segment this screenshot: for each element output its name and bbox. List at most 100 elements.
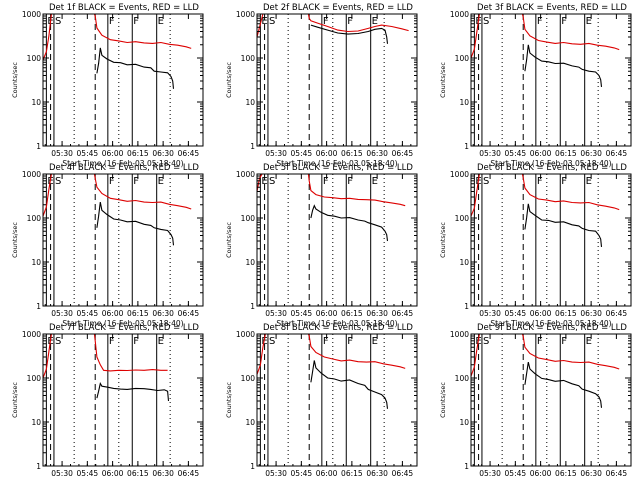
events-trace (524, 203, 603, 247)
y-tick-label: 1000 (22, 170, 41, 179)
x-axis-label: Start Time (16-Feb-03 05:18:40) (62, 159, 183, 168)
events-trace (96, 201, 175, 246)
y-axis-label: Counts/sec (11, 222, 19, 258)
x-tick-label: 05:45 (291, 469, 313, 478)
x-tick-label: 06:45 (606, 149, 628, 158)
lld-trace (257, 14, 409, 38)
x-tick-label: 06:45 (392, 149, 414, 158)
x-tick-label: 06:30 (580, 469, 602, 478)
x-tick-label: 05:30 (479, 469, 501, 478)
events-trace (310, 204, 389, 242)
x-tick-label: 06:30 (366, 309, 388, 318)
x-tick-label: 05:30 (51, 469, 73, 478)
x-tick-label: 06:00 (530, 469, 552, 478)
y-tick-label: 1000 (236, 330, 255, 339)
time-marker-label: F (323, 176, 329, 187)
x-tick-label: 05:45 (77, 469, 99, 478)
x-tick-label: 06:00 (102, 309, 124, 318)
x-tick-label: 06:45 (392, 309, 414, 318)
time-marker-label: S (55, 336, 61, 347)
time-marker-label: F (323, 16, 329, 27)
y-tick-label: 1 (36, 462, 41, 471)
plot-frame (256, 13, 418, 147)
x-tick-label: 06:00 (530, 309, 552, 318)
x-tick-label: 06:00 (530, 149, 552, 158)
x-tick-label: 06:15 (555, 149, 577, 158)
x-tick-label: 06:30 (366, 149, 388, 158)
x-axis-label: Start Time (16-Feb-03 05:18:40) (62, 319, 183, 328)
lld-trace (43, 14, 192, 61)
x-tick-label: 06:00 (102, 469, 124, 478)
time-marker-label: F (537, 16, 543, 27)
x-tick-label: 06:15 (341, 309, 363, 318)
y-tick-label: 10 (245, 98, 255, 107)
y-tick-label: 100 (27, 54, 42, 63)
y-tick-label: 10 (245, 418, 255, 427)
y-tick-label: 1000 (450, 170, 469, 179)
x-tick-label: 06:45 (178, 309, 200, 318)
y-tick-label: 100 (455, 374, 470, 383)
x-tick-label: 06:15 (341, 149, 363, 158)
time-marker-label: F (109, 16, 115, 27)
y-axis-label: Counts/sec (439, 62, 447, 98)
time-marker-label: E (372, 336, 378, 347)
events-trace (310, 360, 389, 409)
time-marker-label: F (561, 16, 567, 27)
y-tick-label: 100 (241, 374, 256, 383)
x-tick-label: 06:30 (152, 309, 174, 318)
y-tick-label: 100 (241, 214, 256, 223)
x-tick-label: 05:30 (51, 309, 73, 318)
x-tick-label: 06:45 (606, 469, 628, 478)
x-tick-label: 06:00 (102, 149, 124, 158)
lld-trace (43, 174, 192, 217)
time-marker-label: F (133, 336, 139, 347)
time-marker-label: E (261, 16, 267, 27)
panel-title: Det 1f BLACK = Events, RED = LLD (49, 3, 199, 13)
x-tick-label: 05:45 (505, 149, 527, 158)
y-axis-label: Counts/sec (439, 222, 447, 258)
y-tick-label: 100 (455, 54, 470, 63)
y-tick-label: 1 (250, 142, 255, 151)
events-trace (524, 44, 603, 87)
y-tick-label: 1000 (450, 10, 469, 19)
x-axis-label: Start Time (16-Feb-03 05:18:40) (276, 159, 397, 168)
lld-trace (471, 14, 620, 59)
events-trace (310, 24, 389, 44)
y-axis-label: Counts/sec (11, 382, 19, 418)
y-tick-label: 1000 (236, 170, 255, 179)
x-tick-label: 06:15 (341, 469, 363, 478)
time-marker-label: F (561, 176, 567, 187)
time-marker-label: E (158, 176, 164, 187)
x-tick-label: 06:15 (555, 469, 577, 478)
y-tick-label: 1 (36, 142, 41, 151)
lld-trace (257, 174, 406, 207)
x-tick-label: 06:45 (178, 469, 200, 478)
time-marker-label: F (133, 16, 139, 27)
y-axis-label: Counts/sec (225, 382, 233, 418)
time-marker-label: S (483, 336, 489, 347)
x-tick-label: 05:45 (291, 309, 313, 318)
time-marker-label: S (55, 16, 61, 27)
time-marker-label: F (537, 176, 543, 187)
time-marker-label: S (483, 176, 489, 187)
x-tick-label: 06:30 (152, 469, 174, 478)
plot-frame (256, 333, 418, 467)
time-marker-label: F (347, 16, 353, 27)
plot-frame (256, 173, 418, 307)
x-axis-label: Start Time (16-Feb-03 05:18:40) (490, 319, 611, 328)
time-marker-label: F (109, 176, 115, 187)
time-marker-label: E (586, 176, 592, 187)
x-tick-label: 05:30 (265, 309, 287, 318)
time-marker-label: E (586, 16, 592, 27)
x-tick-label: 06:30 (366, 469, 388, 478)
time-marker-label: E (372, 176, 378, 187)
x-tick-label: 06:15 (127, 469, 149, 478)
panel-title: Det 6f BLACK = Events, RED = LLD (477, 163, 627, 173)
y-tick-label: 10 (31, 418, 41, 427)
x-tick-label: 06:30 (152, 149, 174, 158)
panel-title: Det 2f BLACK = Events, RED = LLD (263, 3, 413, 13)
time-marker-label: E (372, 16, 378, 27)
